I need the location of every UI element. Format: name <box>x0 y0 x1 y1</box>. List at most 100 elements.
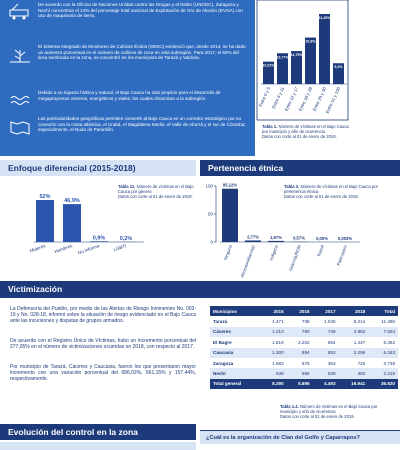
table-cell: 1.447 <box>353 339 366 345</box>
value-label: 20,8% <box>305 40 316 44</box>
table-cell: 720 <box>357 360 366 366</box>
category-label: No informa <box>77 243 100 256</box>
ethnic-caption: Tabla 3. Número de víctimas en el Bajo C… <box>284 184 384 200</box>
bar <box>263 61 274 84</box>
value-label: 9,3% <box>334 65 343 69</box>
table-cell: 1.819 <box>272 339 284 345</box>
table-cell: 6.352 <box>383 339 396 345</box>
table-cell: 2.296 <box>338 347 369 358</box>
table-cell: 2.202 <box>298 339 310 345</box>
table-cell: 8.290 <box>260 378 287 390</box>
paragraph: De acuerdo con el Registro Único de Víct… <box>10 338 196 351</box>
category-label: Mujeres <box>29 243 47 254</box>
table-row: Caucasia 1.300 894 853 2.296 5.343 <box>210 347 398 358</box>
water-icon <box>10 96 30 105</box>
category-label: Hombres <box>54 243 74 254</box>
table-cell: Total <box>368 306 398 317</box>
category-label: Negro(a) o Afrocolombiano(a) <box>232 244 256 278</box>
table-row: El Bagre 1.819 2.202 884 1.447 6.352 <box>210 337 398 347</box>
section-header: Pertenencia étnica <box>200 160 400 176</box>
chart-frame <box>256 0 349 121</box>
caption-note: Datos con corte al 01 de enero de 2019. <box>284 194 359 200</box>
table-cell: 4.952 <box>338 326 369 338</box>
table-cell: 2015 <box>260 306 287 317</box>
value-label: 10,02% <box>262 64 275 68</box>
table-cell: 36.620 <box>368 378 398 390</box>
value-label: 2,77% <box>247 234 259 239</box>
table-row: Zaragoza 1.583 676 353 720 3.738 <box>210 358 398 368</box>
table-cell: Municipios <box>210 306 261 317</box>
caption-label: Tabla 1.4. <box>280 404 299 409</box>
table-caption: Tabla 1.4. Número de víctimas en el Bajo… <box>280 404 390 420</box>
y-tick-label: 50 <box>208 212 214 217</box>
table-cell: Tarazá <box>213 319 228 325</box>
category-label: Indígena <box>269 244 280 262</box>
section-header: ¿Cuál es la organización de Clan del Gol… <box>200 430 400 444</box>
value-label: 95,12% <box>223 183 237 188</box>
table-cell: 853 <box>312 347 339 358</box>
table-row: Municipios 2015 2016 2017 2018 Total <box>210 306 398 317</box>
info-bullet: El Sistema Integrado de Monitoreo de Cul… <box>38 44 246 61</box>
table-cell: 7.504 <box>368 326 398 338</box>
y-tick-label: 100 <box>205 184 213 189</box>
table-cell: 5.896 <box>286 378 313 390</box>
table-cell: 1.300 <box>260 347 287 358</box>
table-cell: 639 <box>312 368 339 379</box>
caption-note: Datos con corte al 01 de enero de 2019. <box>262 134 337 140</box>
table-cell: 638 <box>260 368 287 379</box>
table-cell: Caucasia <box>210 347 261 358</box>
bar <box>63 204 81 242</box>
caption-note: Datos con corte al 01 de enero de 2019. <box>118 194 193 200</box>
mining-icon <box>9 3 29 20</box>
value-label: 52% <box>39 194 50 200</box>
paragraph: Por municipio de Tarazá, Cáceres y Cauca… <box>10 364 196 383</box>
value-label: 0,2% <box>120 236 133 242</box>
table-cell: 16.941 <box>338 378 369 390</box>
table-cell: 2017 <box>312 306 339 317</box>
table-cell: Zaragoza <box>213 360 234 366</box>
table-cell: 2.215 <box>368 368 398 379</box>
caption-text: Número de víctimas en el Bajo Cauca por … <box>262 124 349 135</box>
victims-table: Municipios 2015 2016 2017 2018 Total Tarazá 1.4… <box>210 306 398 390</box>
section-header: Victimización <box>0 281 400 298</box>
section-header: Evolución del control en la zona <box>0 424 196 440</box>
category-label: Palenquero <box>336 244 348 266</box>
table-cell: 1.471 <box>272 319 284 325</box>
table-cell: 1.045 <box>324 319 336 325</box>
bar <box>291 51 302 84</box>
table-cell: 353 <box>327 360 336 366</box>
table-cell: 3.738 <box>383 360 396 366</box>
value-label: 0,05% <box>316 236 328 241</box>
table-cell: 11.468 <box>381 319 395 325</box>
table-row: Nechí 638 586 639 382 2.215 <box>210 368 398 379</box>
bar <box>319 14 330 84</box>
table-cell: 2016 <box>286 306 313 317</box>
y-tick-label: 0 <box>210 240 213 245</box>
section-strip <box>0 442 196 450</box>
map-icon <box>10 121 30 135</box>
bar <box>36 200 54 242</box>
gender-caption: Tabla 11. Número de víctimas en el Bajo … <box>118 184 196 200</box>
info-bullet: De acuerdo con la Oficina de Naciones Un… <box>38 2 243 19</box>
category-label: Gitano(a)ROM <box>288 244 302 272</box>
table-cell: 1.583 <box>272 360 284 366</box>
bar <box>90 241 108 242</box>
table-cell: Nechí <box>210 368 261 379</box>
ethnic-chart: 0 50 100 95,12% Ninguna 2,77% Negro(a) o Afroc… <box>205 183 360 278</box>
table-cell: 5.343 <box>368 347 398 358</box>
table-row: Tarazá 1.471 738 1.045 8.214 11.468 <box>210 316 398 326</box>
gender-chart: 52% Mujeres 46,9% Hombres 0,9% No informa 0,2%… <box>29 194 144 256</box>
table-cell: 382 <box>338 368 369 379</box>
bar <box>277 53 288 84</box>
bar <box>268 240 284 242</box>
table-cell: 884 <box>327 339 336 345</box>
table-cell: 894 <box>286 347 313 358</box>
value-label: 31,35% <box>318 16 331 20</box>
table-cell: 8.214 <box>353 319 366 325</box>
category-label: Ninguna <box>223 244 233 261</box>
caption-label: Tabla 11. <box>118 184 136 189</box>
value-label: 46,9% <box>64 198 80 204</box>
section-header: Enfoque diferencial (2015-2018) <box>0 160 196 176</box>
bar <box>222 188 238 242</box>
